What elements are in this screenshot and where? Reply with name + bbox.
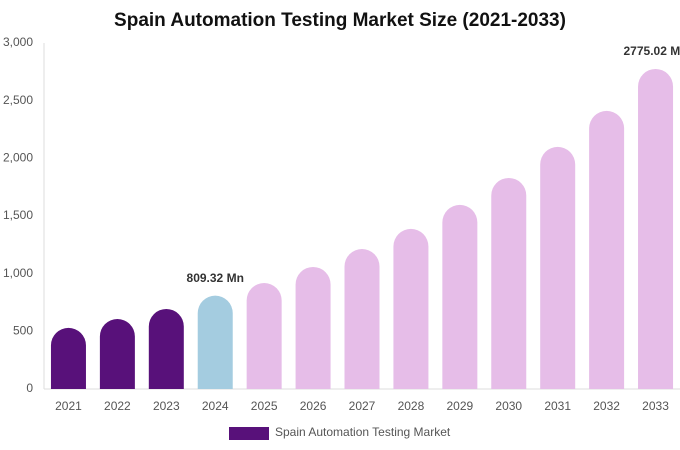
x-tick-label: 2031	[544, 399, 571, 413]
bar	[50, 327, 86, 389]
legend-swatch	[229, 427, 269, 440]
y-tick-label: 1,500	[3, 208, 33, 222]
value-label: 809.32 Mn	[187, 271, 244, 285]
x-tick-label: 2032	[593, 399, 620, 413]
y-tick-label: 3,000	[3, 35, 33, 49]
value-label: 2775.02 Mn	[624, 44, 680, 58]
bar	[148, 308, 184, 389]
y-tick-label: 2,000	[3, 151, 33, 165]
bar	[442, 204, 478, 389]
bar	[589, 110, 625, 389]
bar	[393, 228, 429, 389]
y-tick-label: 1,000	[3, 266, 33, 280]
bar	[344, 248, 380, 389]
bar	[99, 318, 135, 389]
legend-label: Spain Automation Testing Market	[275, 425, 451, 439]
y-tick-label: 500	[13, 324, 33, 338]
bar	[491, 177, 527, 389]
x-tick-label: 2030	[495, 399, 522, 413]
bar	[540, 146, 576, 389]
chart-title: Spain Automation Testing Market Size (20…	[114, 10, 566, 31]
bar	[295, 266, 331, 389]
bar	[246, 283, 282, 389]
y-tick-label: 2,500	[3, 93, 33, 107]
x-tick-label: 2026	[300, 399, 327, 413]
x-tick-label: 2021	[55, 399, 82, 413]
x-tick-label: 2024	[202, 399, 229, 413]
x-tick-label: 2028	[398, 399, 425, 413]
x-tick-label: 2029	[446, 399, 473, 413]
bar	[638, 68, 674, 389]
x-tick-label: 2033	[642, 399, 669, 413]
bar	[197, 295, 233, 389]
x-tick-label: 2025	[251, 399, 278, 413]
x-tick-label: 2022	[104, 399, 131, 413]
x-tick-label: 2027	[349, 399, 376, 413]
y-tick-label: 0	[26, 381, 33, 395]
x-tick-label: 2023	[153, 399, 180, 413]
